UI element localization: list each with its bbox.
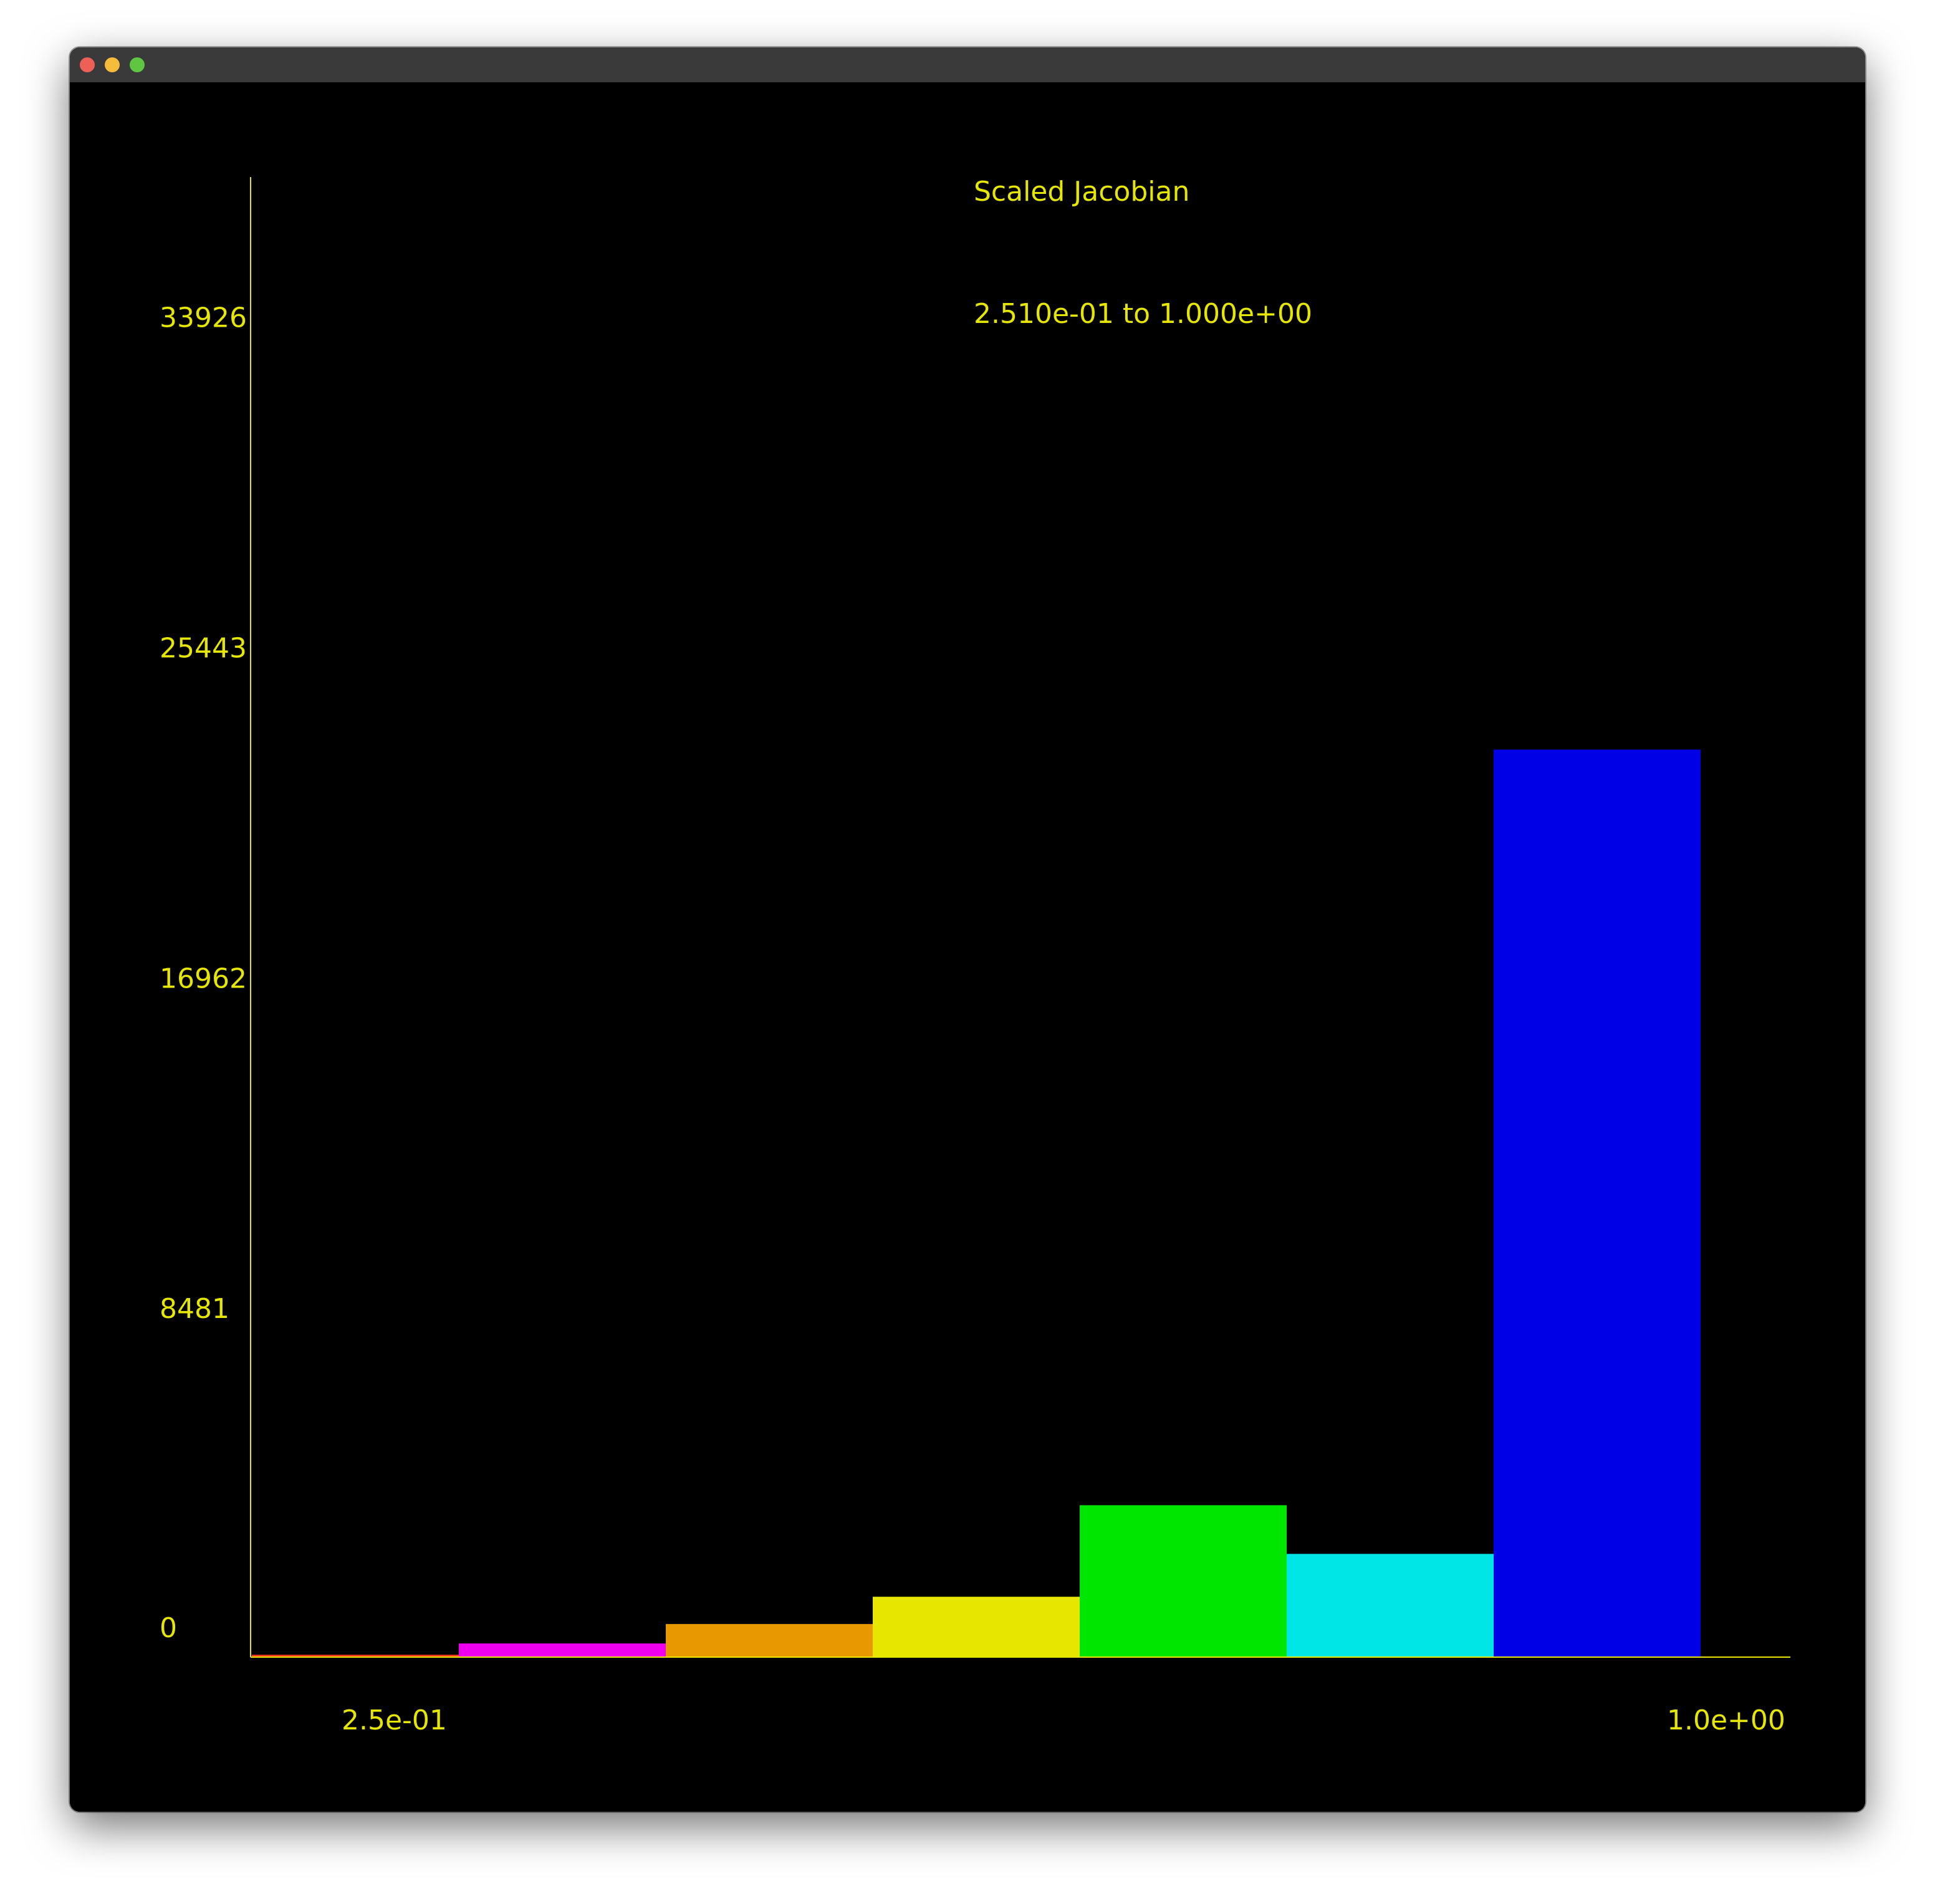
histogram-chart: Scaled Jacobian 2.510e-01 to 1.000e+00 0… <box>160 176 1790 1736</box>
title-bar <box>70 47 1865 82</box>
minimize-button[interactable] <box>105 57 120 72</box>
chart-subtitle: 2.510e-01 to 1.000e+00 <box>974 298 1312 330</box>
histogram-bar-1 <box>252 1655 459 1657</box>
app-window: Scaled Jacobian 2.510e-01 to 1.000e+00 0… <box>70 47 1865 1812</box>
y-tick-label: 33926 <box>160 302 247 334</box>
histogram-bar-4 <box>873 1597 1080 1657</box>
histogram-bar-5 <box>1080 1505 1287 1657</box>
x-tick-label: 2.5e-01 <box>342 1704 447 1736</box>
y-tick-label: 0 <box>160 1612 177 1644</box>
y-tick-label: 16962 <box>160 963 247 994</box>
histogram-bar-3 <box>666 1623 873 1657</box>
histogram-bar-7 <box>1494 749 1701 1657</box>
chart-title: Scaled Jacobian <box>974 176 1189 208</box>
zoom-button[interactable] <box>130 57 145 72</box>
close-button[interactable] <box>80 57 95 72</box>
y-tick-labels: 0 8481 16962 25443 33926 <box>160 302 247 1644</box>
x-tick-label: 1.0e+00 <box>1667 1704 1785 1736</box>
histogram-bar-6 <box>1287 1554 1494 1657</box>
plot-canvas: Scaled Jacobian 2.510e-01 to 1.000e+00 0… <box>70 82 1865 1812</box>
bars-group <box>252 749 1701 1657</box>
y-tick-label: 25443 <box>160 632 247 664</box>
histogram-bar-2 <box>459 1643 666 1657</box>
x-tick-labels: 2.5e-01 1.0e+00 <box>342 1704 1785 1736</box>
y-tick-label: 8481 <box>160 1293 229 1325</box>
